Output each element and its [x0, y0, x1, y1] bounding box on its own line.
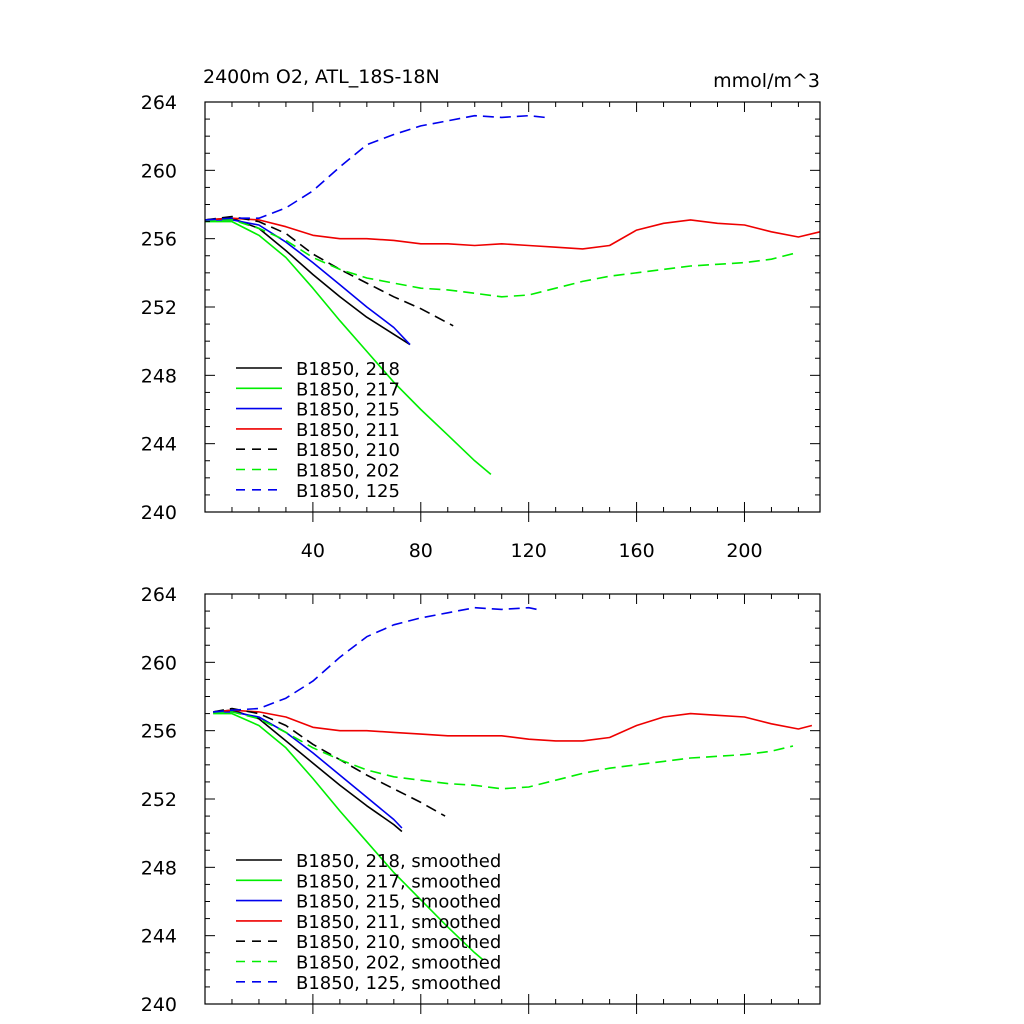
legend-label-1: B1850, 217: [296, 379, 400, 400]
y-tick-label: 264: [141, 92, 177, 114]
series-line-6: [213, 606, 537, 713]
y-tick-label: 264: [141, 584, 177, 606]
series-line-2: [213, 711, 403, 829]
series-line-0: [213, 709, 403, 833]
y-tick-label: 256: [141, 721, 177, 743]
y-tick-label: 248: [141, 365, 177, 387]
y-tick-label: 248: [141, 857, 177, 879]
series-line-3: [204, 217, 821, 250]
legend-label-1: B1850, 217, smoothed: [296, 871, 501, 892]
units-label: mmol/m^3: [713, 70, 820, 92]
legend-label-3: B1850, 211, smoothed: [296, 912, 501, 933]
legend-label-4: B1850, 210: [296, 440, 400, 461]
chart-title: 2400m O2, ATL_18S-18N: [203, 66, 440, 88]
legend-label-4: B1850, 210, smoothed: [296, 932, 501, 953]
y-tick-label: 260: [141, 160, 177, 182]
x-tick-label: 160: [618, 540, 654, 562]
series-line-4: [212, 707, 446, 817]
y-tick-label: 252: [141, 297, 177, 319]
x-tick-label: 200: [726, 540, 762, 562]
y-tick-label: 244: [141, 434, 177, 456]
series-line-6: [204, 114, 545, 221]
legend-label-3: B1850, 211: [296, 420, 400, 441]
y-tick-label: 260: [141, 652, 177, 674]
series-line-5: [213, 711, 794, 790]
series-line-1: [205, 220, 492, 476]
legend-label-0: B1850, 218, smoothed: [296, 851, 501, 872]
legend-label-5: B1850, 202, smoothed: [296, 953, 501, 974]
legend-label-2: B1850, 215: [296, 400, 400, 421]
legend-label-6: B1850, 125, smoothed: [296, 973, 501, 994]
legend-label-2: B1850, 215, smoothed: [296, 892, 501, 913]
legend-label-6: B1850, 125: [296, 481, 400, 502]
y-tick-label: 240: [141, 502, 177, 524]
bottom-panel: 240 244 248 252 256 260 264 B1850, 218, smoothe…: [141, 584, 821, 1016]
y-tick-label: 252: [141, 789, 177, 811]
x-tick-label: 40: [301, 540, 325, 562]
y-tick-label: 256: [141, 229, 177, 251]
top-panel: 2400m O2, ATL_18S-18N mmol/m^3 240 244 248…: [141, 66, 821, 562]
series-line-2: [205, 219, 411, 346]
series-line-5: [205, 219, 799, 298]
x-tick-label: 120: [511, 540, 547, 562]
series-line-4: [204, 215, 454, 327]
series-line-3: [213, 709, 813, 742]
series-line-1: [213, 712, 484, 961]
x-tick-label: 80: [409, 540, 433, 562]
legend-label-0: B1850, 218: [296, 359, 400, 380]
legend-label-5: B1850, 202: [296, 461, 400, 482]
y-tick-label: 244: [141, 926, 177, 948]
y-tick-label: 240: [141, 994, 177, 1016]
